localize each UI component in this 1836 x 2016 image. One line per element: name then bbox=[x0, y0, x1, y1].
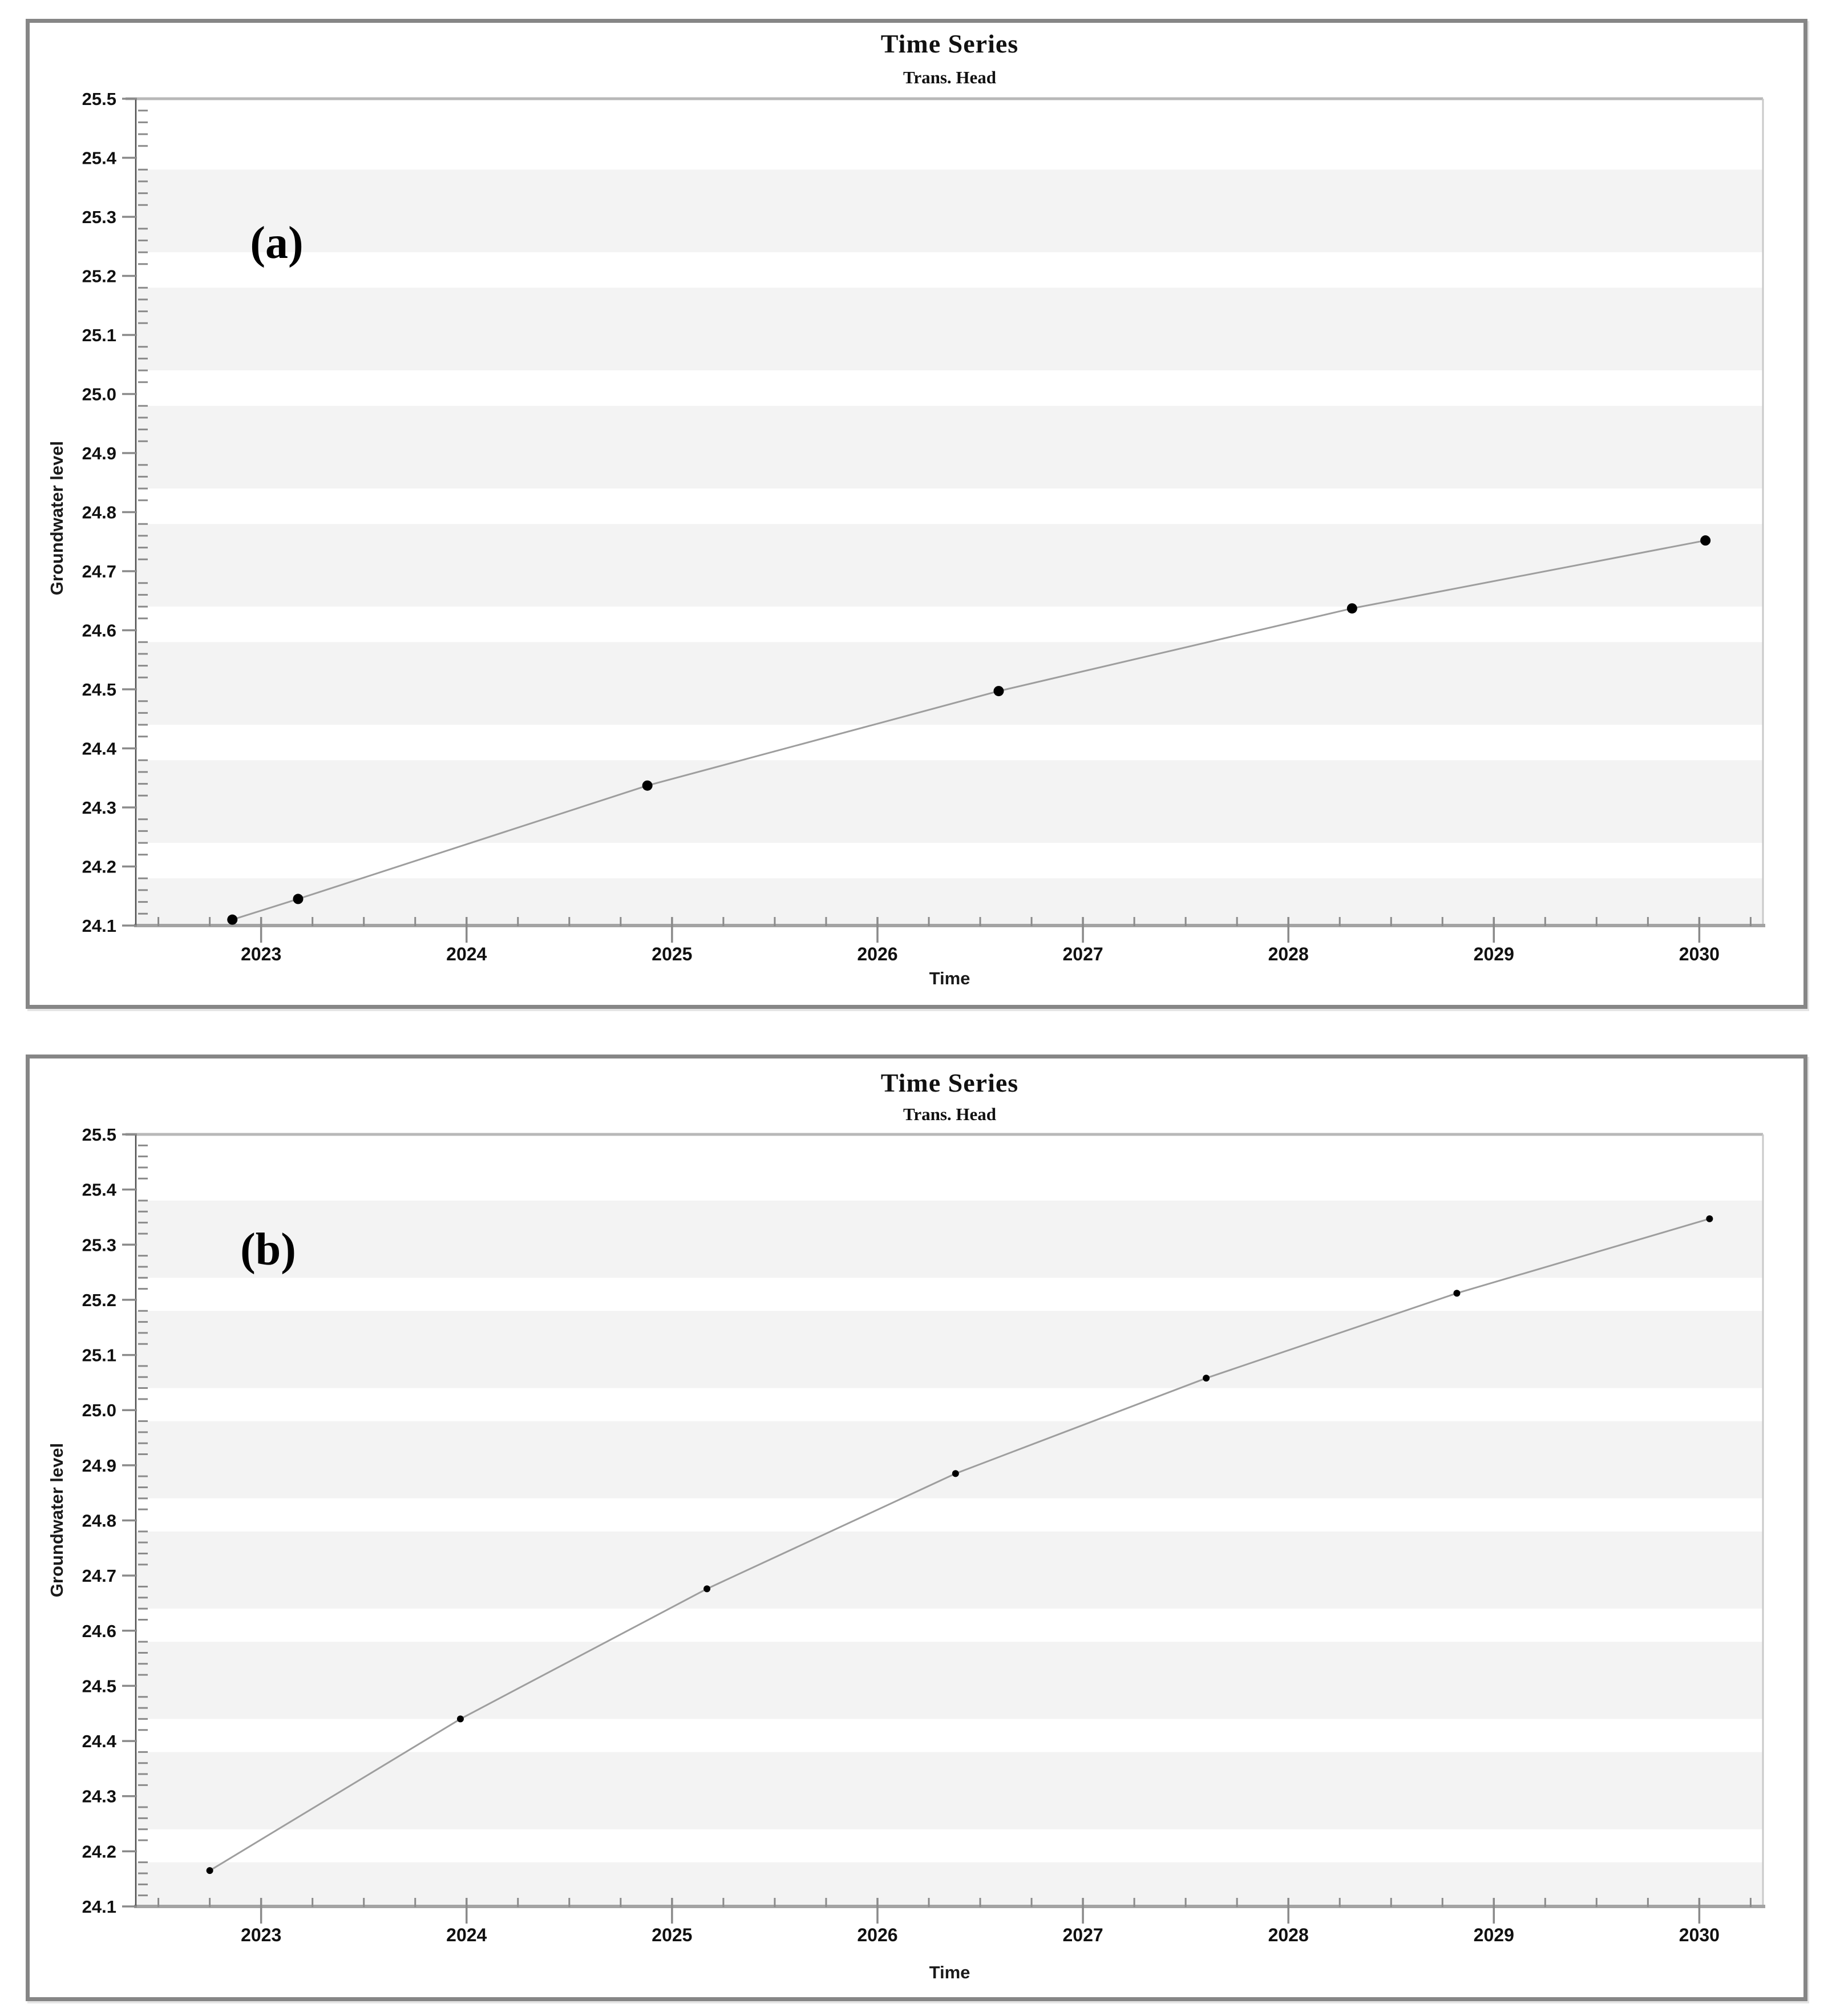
y-tick-label: 24.6 bbox=[82, 621, 116, 641]
x-tick-label: 2024 bbox=[446, 1925, 487, 1945]
y-tick-label: 25.0 bbox=[82, 1400, 116, 1420]
x-tick-label: 2029 bbox=[1474, 944, 1514, 964]
background-band bbox=[136, 524, 1763, 607]
data-point bbox=[206, 1867, 213, 1874]
x-tick-label: 2028 bbox=[1268, 944, 1309, 964]
y-tick-label: 25.2 bbox=[82, 1290, 116, 1310]
x-axis-title: Time bbox=[929, 1962, 970, 1982]
y-tick-label: 24.3 bbox=[82, 1787, 116, 1807]
background-band bbox=[136, 169, 1763, 253]
x-tick-label: 2023 bbox=[241, 944, 281, 964]
y-tick-label: 24.1 bbox=[82, 916, 116, 936]
x-tick-label: 2027 bbox=[1062, 1925, 1103, 1945]
background-band bbox=[136, 1421, 1763, 1498]
x-tick-label: 2027 bbox=[1062, 944, 1103, 964]
y-tick-label: 25.5 bbox=[82, 1125, 116, 1145]
y-tick-label: 24.1 bbox=[82, 1897, 116, 1917]
y-tick-label: 25.5 bbox=[82, 89, 116, 109]
data-point bbox=[1453, 1290, 1461, 1297]
y-axis-title: Groundwater level bbox=[47, 1443, 67, 1598]
plot-area-b: 24.1 24.2 24.3 24.4 24.5 24.6 24.7 24.8 24.9 25.0… bbox=[82, 1125, 1765, 1945]
data-point bbox=[642, 780, 653, 791]
data-point bbox=[293, 894, 304, 904]
x-tick-label: 2026 bbox=[857, 1925, 897, 1945]
x-axis-title: Time bbox=[929, 968, 970, 988]
background-band bbox=[136, 1642, 1763, 1719]
chart-subtitle: Trans. Head bbox=[903, 67, 997, 87]
y-tick-label: 25.4 bbox=[82, 148, 117, 168]
data-point bbox=[1700, 535, 1711, 546]
panel-label-b: (b) bbox=[240, 1225, 296, 1275]
background-band bbox=[136, 642, 1763, 725]
y-axis-title: Groundwater level bbox=[47, 441, 67, 596]
chart-panel-b: 24.1 24.2 24.3 24.4 24.5 24.6 24.7 24.8 24.9 25.0… bbox=[26, 1055, 1807, 2001]
background-band bbox=[136, 1531, 1763, 1609]
y-tick-label: 24.2 bbox=[82, 1841, 116, 1861]
background-band bbox=[136, 1200, 1763, 1278]
y-tick-label: 25.3 bbox=[82, 1235, 116, 1255]
x-tick-label: 2029 bbox=[1474, 1925, 1514, 1945]
chart-subtitle: Trans. Head bbox=[903, 1104, 997, 1124]
data-point bbox=[1706, 1215, 1713, 1222]
y-tick-label: 24.5 bbox=[82, 1676, 116, 1696]
x-tick-label: 2030 bbox=[1679, 1925, 1720, 1945]
background-band bbox=[136, 288, 1763, 371]
y-tick-label: 25.0 bbox=[82, 385, 116, 405]
y-tick-label: 24.2 bbox=[82, 857, 116, 877]
background-band bbox=[136, 760, 1763, 843]
y-tick-label: 24.6 bbox=[82, 1621, 116, 1641]
x-tick-label: 2026 bbox=[857, 944, 897, 964]
x-tick-label: 2025 bbox=[652, 1925, 692, 1945]
y-tick-label: 24.5 bbox=[82, 680, 116, 700]
background-band bbox=[136, 1862, 1763, 1906]
panel-label-a: (a) bbox=[250, 218, 304, 268]
background-band bbox=[136, 406, 1763, 489]
x-tick-label: 2030 bbox=[1679, 944, 1720, 964]
y-tick-label: 24.4 bbox=[82, 739, 117, 759]
x-tick-label: 2028 bbox=[1268, 1925, 1309, 1945]
background-band bbox=[136, 878, 1763, 926]
data-point bbox=[456, 1715, 464, 1723]
x-tick-label: 2025 bbox=[652, 944, 692, 964]
y-tick-label: 24.8 bbox=[82, 1511, 116, 1531]
data-point bbox=[1203, 1375, 1210, 1382]
y-tick-label: 24.8 bbox=[82, 503, 116, 523]
y-tick-label: 25.1 bbox=[82, 325, 116, 345]
background-band bbox=[136, 1311, 1763, 1388]
data-point bbox=[952, 1470, 959, 1477]
x-tick-label: 2024 bbox=[446, 944, 487, 964]
y-tick-label: 24.4 bbox=[82, 1731, 117, 1751]
y-tick-label: 24.9 bbox=[82, 443, 116, 463]
data-point bbox=[227, 914, 238, 925]
x-tick-label: 2023 bbox=[241, 1925, 281, 1945]
data-point bbox=[703, 1585, 711, 1593]
y-tick-label: 25.1 bbox=[82, 1346, 116, 1365]
plot-area-a: 24.1 24.2 24.3 24.4 24.5 24.6 24.7 24.8 24.9 25.0… bbox=[82, 89, 1765, 964]
data-point bbox=[993, 686, 1004, 697]
y-tick-label: 25.4 bbox=[82, 1180, 117, 1200]
chart-title: Time Series bbox=[880, 29, 1019, 58]
y-tick-label: 24.7 bbox=[82, 561, 116, 581]
y-tick-label: 24.9 bbox=[82, 1456, 116, 1476]
chart-title: Time Series bbox=[880, 1068, 1019, 1097]
y-tick-label: 24.3 bbox=[82, 798, 116, 818]
chart-panel-a: 24.1 24.2 24.3 24.4 24.5 24.6 24.7 24.8 24.9 25.0… bbox=[26, 19, 1807, 1009]
y-tick-label: 25.3 bbox=[82, 207, 116, 227]
background-band bbox=[136, 1752, 1763, 1829]
data-point bbox=[1346, 603, 1357, 614]
y-tick-label: 24.7 bbox=[82, 1566, 116, 1586]
series-line bbox=[232, 539, 1706, 921]
y-tick-label: 25.2 bbox=[82, 266, 116, 286]
